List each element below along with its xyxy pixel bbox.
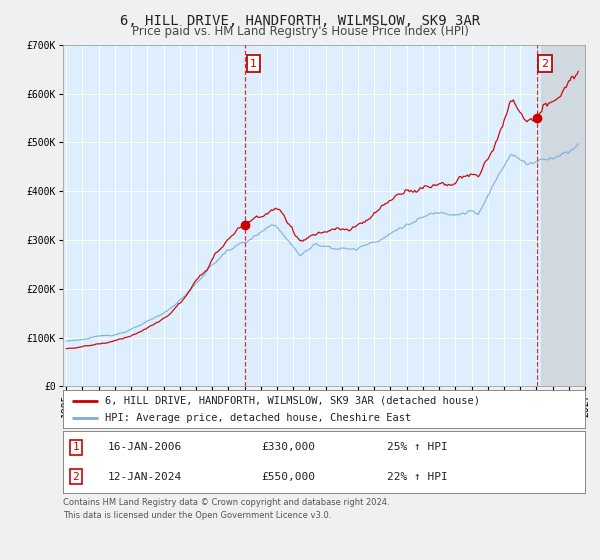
Text: Contains HM Land Registry data © Crown copyright and database right 2024.: Contains HM Land Registry data © Crown c… (63, 498, 389, 507)
Bar (541, 45, 587, 386)
Text: 12-JAN-2024: 12-JAN-2024 (107, 472, 182, 482)
Text: 1: 1 (73, 442, 79, 452)
Text: 2: 2 (73, 472, 79, 482)
Text: 25% ↑ HPI: 25% ↑ HPI (386, 442, 448, 452)
Text: 16-JAN-2006: 16-JAN-2006 (107, 442, 182, 452)
Text: 6, HILL DRIVE, HANDFORTH, WILMSLOW, SK9 3AR (detached house): 6, HILL DRIVE, HANDFORTH, WILMSLOW, SK9 … (105, 395, 480, 405)
Text: Price paid vs. HM Land Registry's House Price Index (HPI): Price paid vs. HM Land Registry's House … (131, 25, 469, 38)
Text: HPI: Average price, detached house, Cheshire East: HPI: Average price, detached house, Ches… (105, 413, 411, 423)
Text: 1: 1 (250, 59, 257, 68)
Text: This data is licensed under the Open Government Licence v3.0.: This data is licensed under the Open Gov… (63, 511, 331, 520)
Text: 2: 2 (542, 59, 548, 68)
Text: £330,000: £330,000 (262, 442, 316, 452)
Text: £550,000: £550,000 (262, 472, 316, 482)
Text: 6, HILL DRIVE, HANDFORTH, WILMSLOW, SK9 3AR: 6, HILL DRIVE, HANDFORTH, WILMSLOW, SK9 … (120, 14, 480, 28)
Text: 22% ↑ HPI: 22% ↑ HPI (386, 472, 448, 482)
